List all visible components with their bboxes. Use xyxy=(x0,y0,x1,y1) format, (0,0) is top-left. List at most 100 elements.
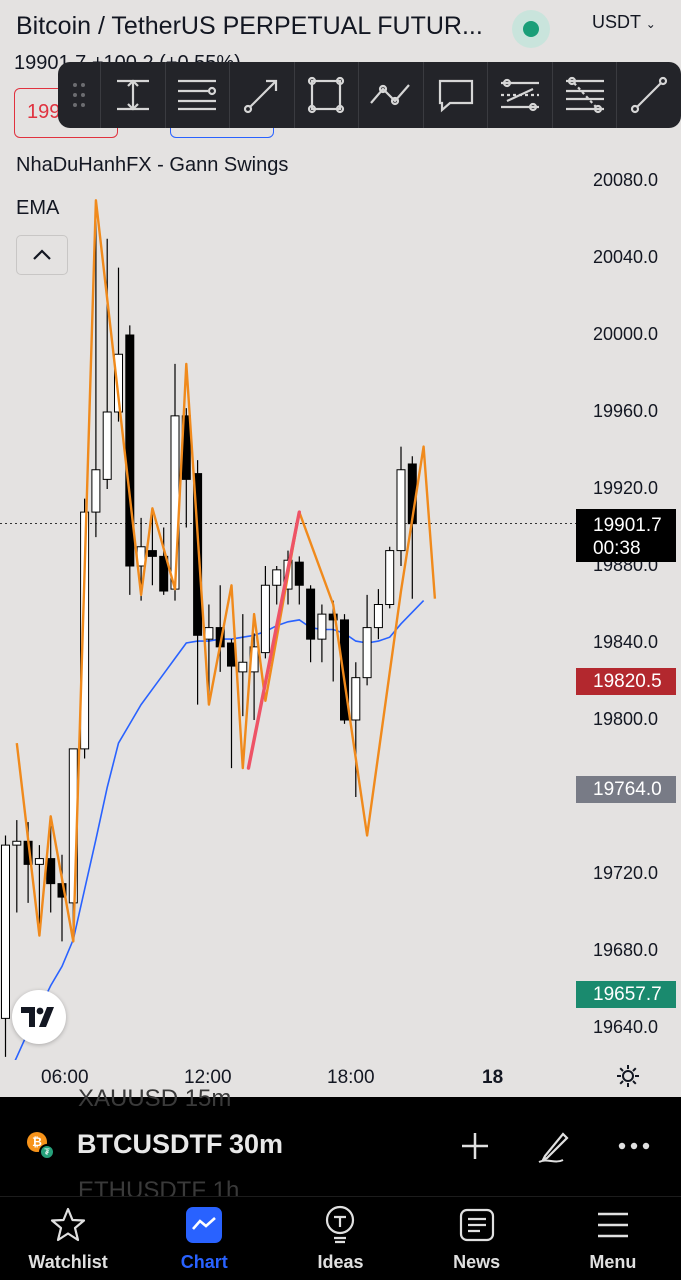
candle-body xyxy=(91,469,101,513)
candle xyxy=(272,566,282,605)
nav-ideas[interactable]: Ideas xyxy=(272,1197,408,1280)
candle xyxy=(1,835,10,1057)
time-label: 06:00 xyxy=(41,1067,89,1088)
lightbulb-icon xyxy=(320,1205,360,1245)
bar-countdown: 00:38 xyxy=(593,538,641,559)
drawing-toolbar xyxy=(58,62,681,128)
collapse-indicators-button[interactable] xyxy=(16,235,68,275)
chart-settings-button[interactable] xyxy=(614,1062,642,1090)
drawing-button[interactable] xyxy=(533,1124,577,1168)
callout-tool[interactable] xyxy=(422,62,488,128)
candle xyxy=(227,639,236,769)
nav-chart[interactable]: Chart xyxy=(136,1197,272,1280)
ticker-interval[interactable]: 30m xyxy=(229,1129,284,1159)
candle xyxy=(159,527,169,595)
candle-body xyxy=(12,840,22,846)
candle-body xyxy=(204,627,214,640)
nav-label: News xyxy=(453,1252,501,1272)
rectangle-tool[interactable] xyxy=(293,62,359,128)
price-chart[interactable] xyxy=(0,150,681,1060)
price-axis-label: 19840.0 xyxy=(593,632,659,652)
candle-body xyxy=(328,613,338,621)
vertical-range-icon xyxy=(116,79,149,111)
candle-body xyxy=(294,561,304,586)
time-label: 18:00 xyxy=(327,1067,375,1088)
price-axis-label: 19720.0 xyxy=(593,863,659,883)
horizontal-lines-tool[interactable] xyxy=(164,62,230,128)
candle xyxy=(340,614,349,724)
indicator-ema[interactable]: EMA xyxy=(16,197,60,219)
bottom-nav: Watchlist Chart Ideas News Menu xyxy=(0,1196,681,1280)
star-icon xyxy=(48,1205,88,1245)
price-axis-label: 19680.0 xyxy=(593,940,659,960)
candle xyxy=(125,325,135,595)
nav-news[interactable]: News xyxy=(409,1197,545,1280)
nav-label: Ideas xyxy=(317,1252,364,1272)
price-axis-label: 19920.0 xyxy=(593,478,659,498)
trend-arrow-tool[interactable] xyxy=(229,62,294,128)
current-price-tag: 19901.7 00:38 xyxy=(576,509,676,562)
tether-icon: ₮ xyxy=(39,1144,55,1160)
gann-swing-line xyxy=(15,199,437,943)
nav-label: Chart xyxy=(180,1252,228,1272)
price-axis-label: 19800.0 xyxy=(593,709,659,729)
nav-label: Menu xyxy=(589,1252,637,1272)
candle xyxy=(373,589,383,640)
news-icon xyxy=(457,1205,497,1245)
pen-icon xyxy=(538,1132,569,1163)
trend-line-icon xyxy=(631,76,668,114)
candle xyxy=(238,614,248,717)
rectangle-icon xyxy=(308,76,345,114)
market-open-icon xyxy=(523,21,539,37)
candle-body xyxy=(272,569,282,586)
price-axis-label: 20080.0 xyxy=(593,170,659,190)
polyline-tool[interactable] xyxy=(358,62,423,128)
candle-body xyxy=(46,858,56,885)
chart-icon xyxy=(184,1205,224,1245)
price-tag-red: 19820.5 xyxy=(576,668,676,695)
market-status-indicator[interactable] xyxy=(512,10,550,48)
candle xyxy=(170,363,180,601)
symbol-title[interactable]: Bitcoin / TetherUS PERPETUAL FUTUR... xyxy=(16,12,483,40)
candle xyxy=(351,662,361,797)
candle-body xyxy=(34,858,44,865)
plus-icon xyxy=(462,1133,488,1159)
candle xyxy=(34,845,44,932)
candle xyxy=(91,204,101,538)
indicator-gann-swings[interactable]: NhaDuHanhFX - Gann Swings xyxy=(16,154,289,176)
chevron-up-icon xyxy=(33,249,51,260)
ticker-symbol[interactable]: BTCUSDTF xyxy=(77,1129,223,1159)
hamburger-menu-icon xyxy=(593,1205,633,1245)
nav-watchlist[interactable]: Watchlist xyxy=(0,1197,136,1280)
candle-body xyxy=(147,550,157,557)
nav-menu[interactable]: Menu xyxy=(545,1197,681,1280)
chevron-down-icon: ⌄ xyxy=(645,17,656,31)
candle-body xyxy=(1,844,10,1019)
gear-icon xyxy=(617,1065,639,1087)
tradingview-logo[interactable] xyxy=(12,990,66,1044)
candle xyxy=(385,546,395,609)
add-button[interactable] xyxy=(453,1124,497,1168)
currency-label: USDT xyxy=(592,12,641,32)
parallel-channel-tool[interactable] xyxy=(487,62,552,128)
candle-body xyxy=(317,613,327,640)
nav-label: Watchlist xyxy=(28,1252,108,1272)
vertical-range-tool[interactable] xyxy=(99,62,165,128)
time-axis[interactable]: 06:00 12:00 18:00 18 xyxy=(0,1060,681,1096)
time-label: 12:00 xyxy=(184,1067,232,1088)
trend-line-tool[interactable] xyxy=(616,62,681,128)
candle-body xyxy=(396,469,406,552)
candle xyxy=(306,585,316,663)
fib-retracement-tool[interactable] xyxy=(551,62,617,128)
more-button[interactable] xyxy=(612,1124,656,1168)
candle-body xyxy=(102,411,112,480)
drawn-trend-line[interactable] xyxy=(246,510,301,770)
candle-body xyxy=(373,604,383,629)
currency-selector[interactable]: USDT ⌄ xyxy=(592,12,656,33)
candle xyxy=(362,594,372,686)
ghost-ticker-above: XAUUSD 15m xyxy=(78,1085,232,1112)
drag-handle-icon[interactable] xyxy=(58,62,100,128)
time-label-day: 18 xyxy=(482,1067,504,1088)
candle-body xyxy=(159,555,169,592)
candle xyxy=(407,456,417,599)
